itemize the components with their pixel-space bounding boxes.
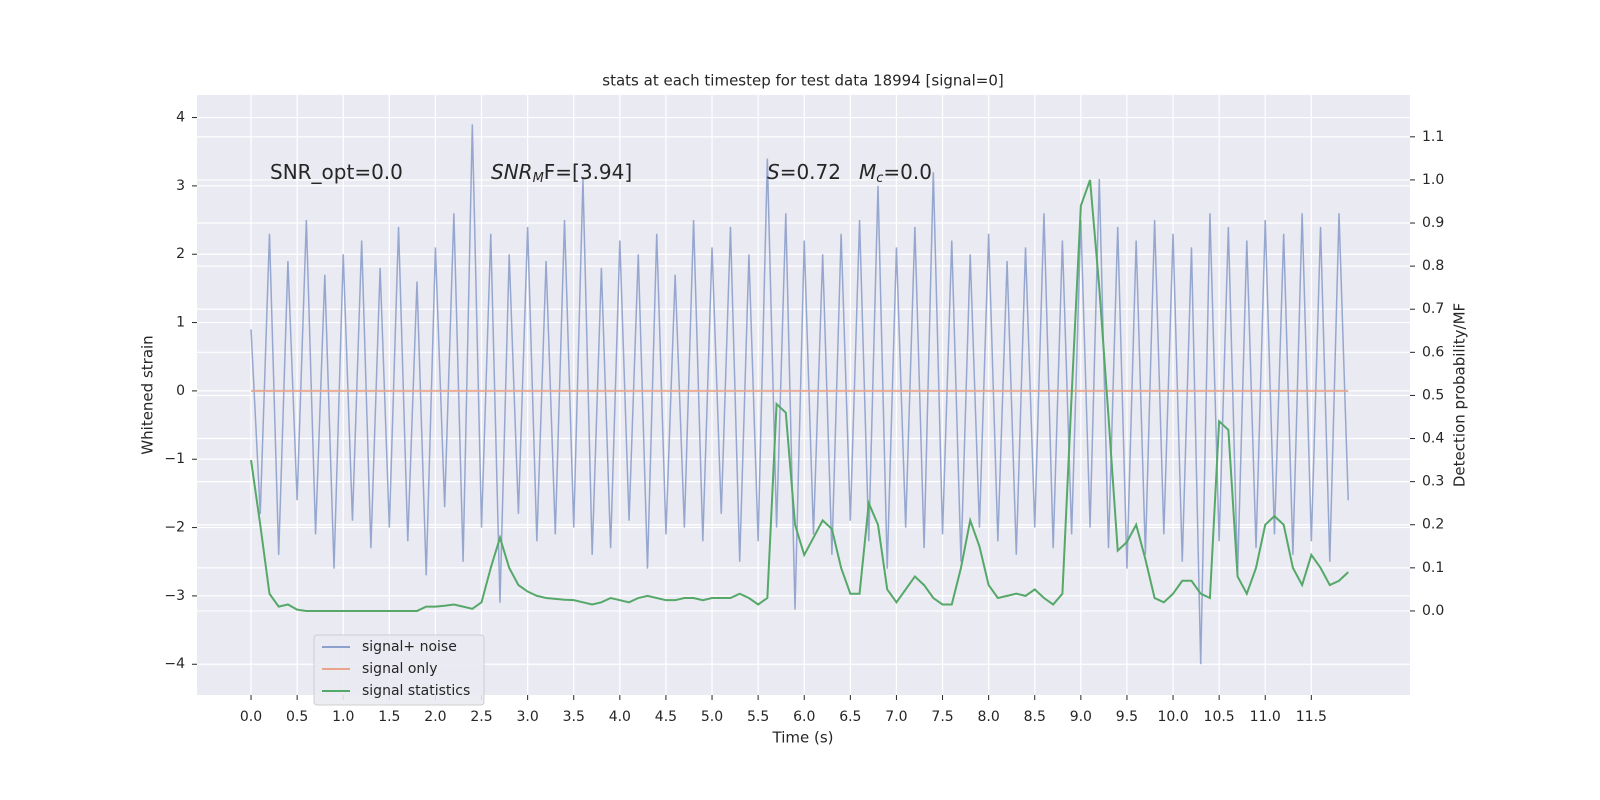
x-tick-label: 6.5 bbox=[839, 709, 861, 725]
y-tick-label: −3 bbox=[164, 588, 185, 604]
x-tick-label: 11.0 bbox=[1250, 709, 1281, 725]
x-tick-label: 9.0 bbox=[1070, 709, 1092, 725]
x-tick-label: 3.0 bbox=[517, 709, 539, 725]
x-tick-label: 1.0 bbox=[332, 709, 354, 725]
annotation: SNR_opt=0.0 bbox=[270, 160, 403, 184]
y2-tick-label: 0.4 bbox=[1422, 431, 1444, 447]
y2-tick-label: 0.8 bbox=[1422, 258, 1444, 274]
x-tick-label: 2.0 bbox=[424, 709, 446, 725]
annotation-italic: S bbox=[767, 160, 780, 184]
annotation-italic: M bbox=[859, 160, 876, 184]
x-tick-label: 8.5 bbox=[1024, 709, 1046, 725]
annotation-italic: SNR bbox=[491, 160, 533, 184]
y2-tick-label: 0.7 bbox=[1422, 301, 1444, 317]
x-tick-label: 0.0 bbox=[240, 709, 262, 725]
chart-title: stats at each timestep for test data 189… bbox=[602, 72, 1003, 90]
annotation-sub: M bbox=[533, 171, 544, 186]
annotation-rest: =0.0 bbox=[883, 160, 932, 184]
y-tick-label: −2 bbox=[164, 520, 185, 536]
y2-tick-label: 0.5 bbox=[1422, 387, 1444, 403]
x-tick-label: 11.5 bbox=[1296, 709, 1327, 725]
x-tick-label: 8.0 bbox=[978, 709, 1000, 725]
y-axis-label: Whitened strain bbox=[139, 335, 157, 454]
y2-tick-label: 1.0 bbox=[1422, 172, 1444, 188]
grid bbox=[197, 95, 1410, 695]
annotation: S=0.72 bbox=[767, 160, 841, 184]
series-line bbox=[250, 179, 1349, 612]
y-tick-label: 2 bbox=[176, 246, 185, 262]
y2-tick-label: 0.2 bbox=[1422, 517, 1444, 533]
annotation-rest: =0.72 bbox=[780, 160, 841, 184]
x-tick-label: 5.5 bbox=[747, 709, 769, 725]
x-tick-label: 7.5 bbox=[931, 709, 953, 725]
y2-axis-label: Detection probability/MF bbox=[1451, 303, 1469, 487]
y2-tick-label: 0.0 bbox=[1422, 603, 1444, 619]
x-tick-label: 4.0 bbox=[609, 709, 631, 725]
x-tick-label: 1.5 bbox=[378, 709, 400, 725]
x-tick-label: 4.5 bbox=[655, 709, 677, 725]
y2-tick-label: 0.3 bbox=[1422, 474, 1444, 490]
x-tick-label: 6.0 bbox=[793, 709, 815, 725]
series-line bbox=[250, 124, 1349, 665]
x-tick-label: 9.5 bbox=[1116, 709, 1138, 725]
y-tick-label: 1 bbox=[176, 315, 185, 331]
y-tick-label: 4 bbox=[176, 110, 185, 126]
x-tick-label: 3.5 bbox=[563, 709, 585, 725]
y2-tick-label: 0.6 bbox=[1422, 344, 1444, 360]
annotation: SNRMF=[3.94] bbox=[491, 160, 632, 186]
x-tick-label: 5.0 bbox=[701, 709, 723, 725]
y2-tick-label: 1.1 bbox=[1422, 129, 1444, 145]
y-tick-label: −1 bbox=[164, 451, 185, 467]
x-tick-label: 10.0 bbox=[1157, 709, 1188, 725]
legend-label: signal statistics bbox=[362, 683, 470, 699]
legend-label: signal only bbox=[362, 661, 437, 677]
y-tick-label: 0 bbox=[176, 383, 185, 399]
x-axis-label: Time (s) bbox=[772, 729, 834, 747]
annotation-rest: F=[3.94] bbox=[544, 160, 632, 184]
x-tick-label: 0.5 bbox=[286, 709, 308, 725]
x-tick-label: 2.5 bbox=[470, 709, 492, 725]
annotation: Mc=0.0 bbox=[859, 160, 932, 186]
y-tick-label: −4 bbox=[164, 656, 185, 672]
x-tick-label: 7.0 bbox=[885, 709, 907, 725]
legend: signal+ noise signal only signal statistic… bbox=[313, 634, 485, 706]
annotation-text: SNR_opt=0.0 bbox=[270, 160, 403, 184]
y2-tick-label: 0.1 bbox=[1422, 560, 1444, 576]
y-tick-label: 3 bbox=[176, 178, 185, 194]
legend-box bbox=[313, 634, 485, 706]
y2-tick-label: 0.9 bbox=[1422, 215, 1444, 231]
annotation-sub: c bbox=[876, 171, 883, 186]
legend-label: signal+ noise bbox=[362, 639, 457, 655]
x-tick-label: 10.5 bbox=[1204, 709, 1235, 725]
